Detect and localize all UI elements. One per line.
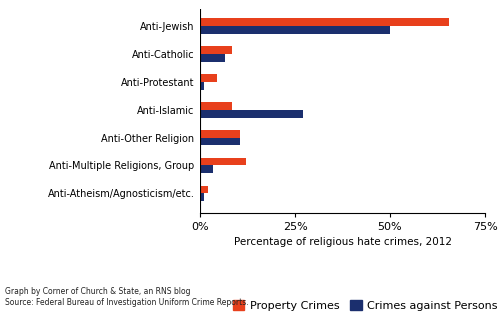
- Legend: Property Crimes, Crimes against Persons: Property Crimes, Crimes against Persons: [228, 296, 500, 313]
- Bar: [200, 26, 390, 34]
- Bar: [200, 74, 217, 82]
- Bar: [200, 130, 240, 138]
- Text: Graph by Corner of Church & State, an RNS blog
Source: Federal Bureau of Investi: Graph by Corner of Church & State, an RN…: [5, 287, 248, 307]
- Bar: [200, 186, 207, 193]
- Bar: [200, 193, 204, 201]
- Bar: [200, 102, 232, 110]
- Bar: [200, 166, 213, 173]
- Bar: [200, 158, 246, 166]
- Bar: [200, 54, 224, 62]
- Bar: [200, 110, 302, 117]
- Bar: [200, 138, 240, 146]
- Bar: [200, 18, 448, 26]
- X-axis label: Percentage of religious hate crimes, 2012: Percentage of religious hate crimes, 201…: [234, 238, 452, 247]
- Bar: [200, 82, 204, 90]
- Bar: [200, 46, 232, 54]
